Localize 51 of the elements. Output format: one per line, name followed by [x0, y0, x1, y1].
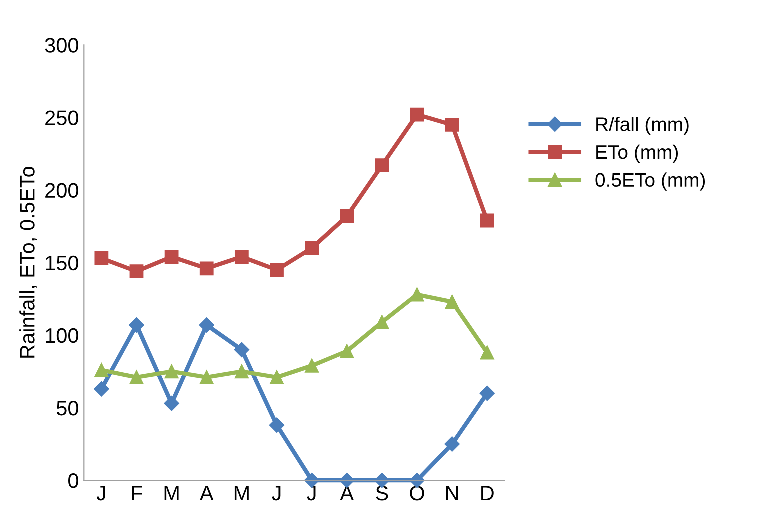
- point: [410, 108, 424, 122]
- y-axis-title: Rainfall, ETo, 0.5ETo: [20, 167, 38, 358]
- point: [199, 318, 214, 333]
- y-tick-label: 300: [45, 38, 78, 53]
- x-tick-label: J: [96, 486, 106, 501]
- x-tick-label: A: [200, 486, 214, 501]
- legend-label: 0.5ETo (mm): [596, 172, 706, 191]
- point: [164, 364, 179, 379]
- y-tick-label: 150: [46, 256, 78, 271]
- point: [234, 364, 249, 379]
- point: [340, 344, 354, 358]
- point: [445, 295, 460, 309]
- point: [234, 342, 250, 358]
- point: [234, 250, 249, 264]
- point: [129, 318, 144, 333]
- point: [270, 370, 284, 384]
- point: [130, 264, 144, 278]
- point: [164, 396, 180, 412]
- point: [130, 370, 144, 384]
- x-tick-label: M: [234, 486, 249, 501]
- point: [94, 382, 110, 397]
- point: [480, 386, 495, 402]
- point: [200, 262, 214, 276]
- point: [270, 263, 284, 278]
- x-tick-label: N: [446, 486, 458, 501]
- y-tick-label: 100: [46, 328, 78, 344]
- point: [164, 250, 179, 264]
- point: [94, 363, 109, 378]
- point: [445, 118, 460, 132]
- legend-label: ETo (mm): [596, 144, 678, 164]
- point: [444, 436, 460, 452]
- point: [305, 241, 319, 256]
- legend-label: R/fall (mm): [596, 117, 689, 136]
- y-tick-label: 250: [46, 110, 78, 126]
- x-tick-label: D: [482, 486, 494, 501]
- point: [375, 315, 390, 330]
- point: [480, 214, 494, 228]
- point: [410, 288, 424, 302]
- y-tick-label: 0: [68, 474, 78, 488]
- point: [269, 418, 285, 433]
- x-tick-label: J: [272, 486, 281, 501]
- point: [340, 209, 354, 224]
- point: [305, 358, 319, 373]
- point: [375, 158, 390, 173]
- point: [200, 370, 214, 384]
- y-tick-label: 200: [46, 183, 78, 198]
- y-tick-label: 50: [56, 400, 78, 416]
- point: [480, 346, 494, 360]
- point: [94, 252, 109, 266]
- x-tick-label: M: [164, 486, 179, 501]
- x-tick-label: F: [132, 486, 142, 501]
